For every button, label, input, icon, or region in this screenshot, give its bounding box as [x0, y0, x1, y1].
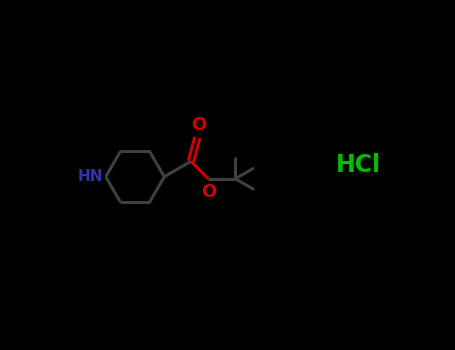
Text: HN: HN [77, 169, 103, 184]
Text: HCl: HCl [336, 153, 381, 177]
Text: O: O [191, 116, 207, 134]
Text: O: O [202, 183, 217, 201]
